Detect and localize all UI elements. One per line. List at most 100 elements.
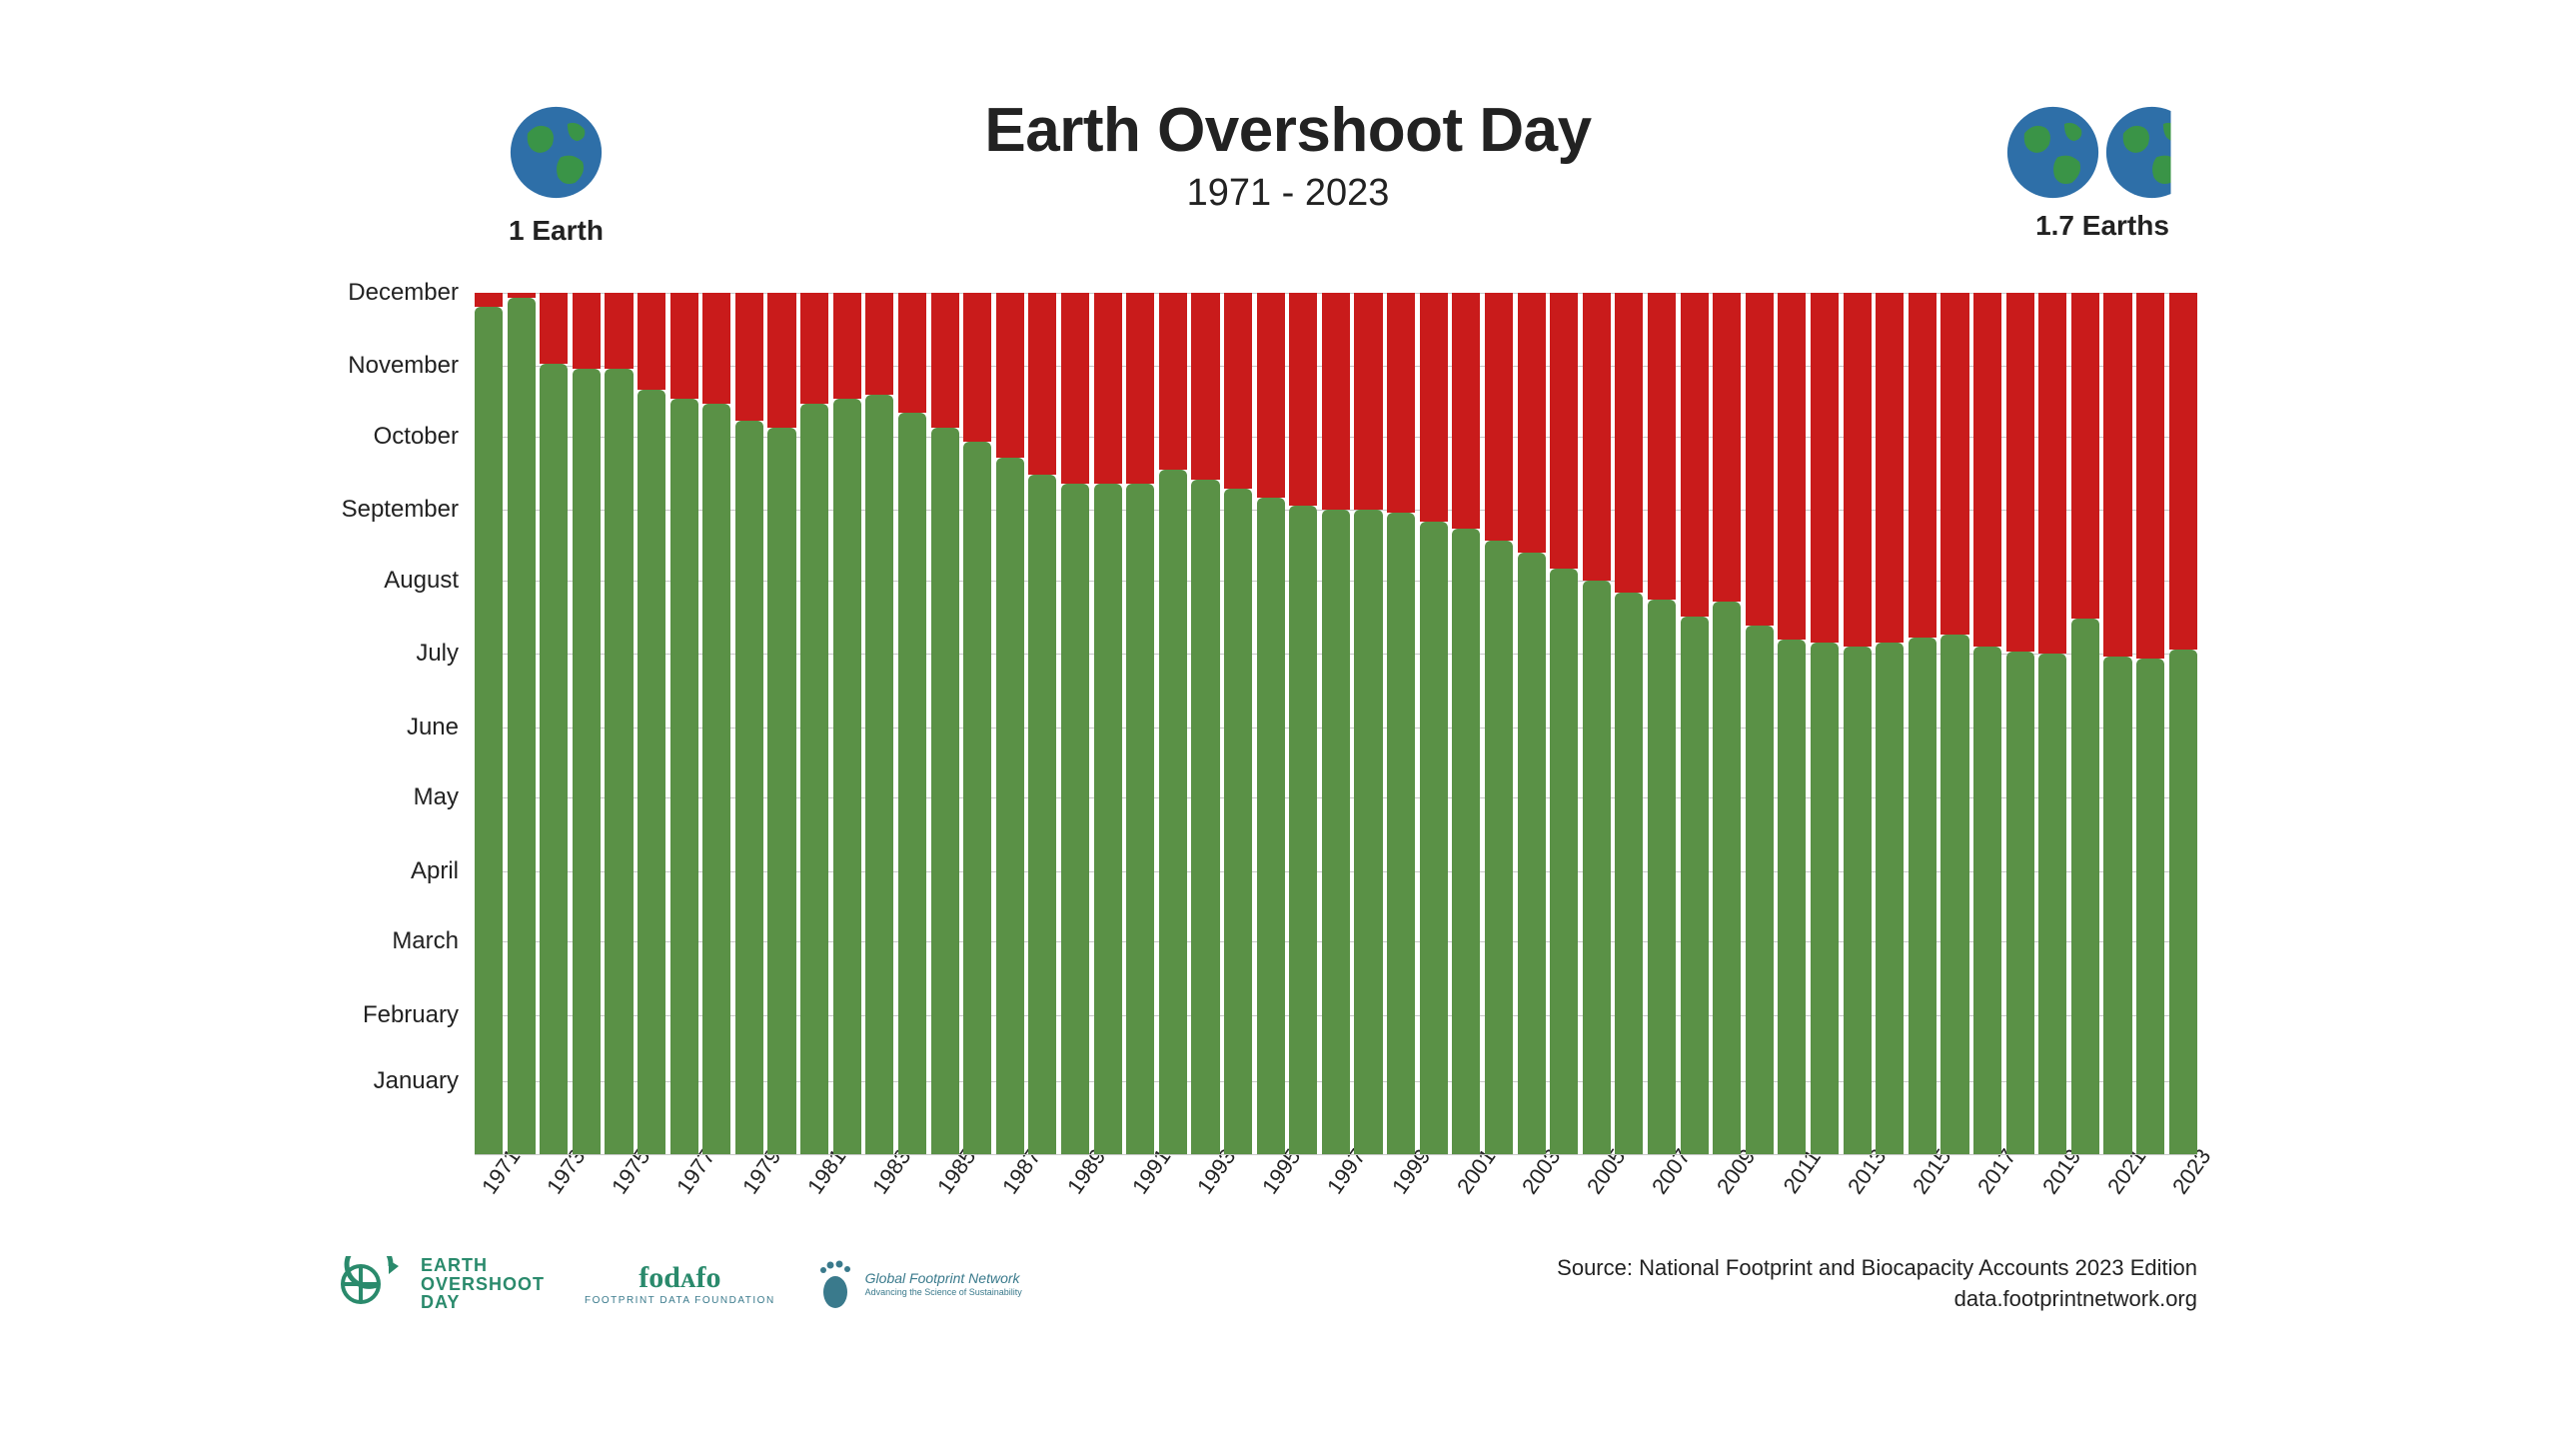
bar <box>1811 293 1839 1154</box>
y-label: September <box>342 496 459 524</box>
x-label: 2019 <box>2035 1156 2068 1236</box>
bar-within-budget-segment <box>1648 600 1676 1154</box>
x-label: 1971 <box>475 1156 508 1236</box>
bar <box>800 293 828 1154</box>
x-label: 2009 <box>1710 1156 1743 1236</box>
bar-within-budget-segment <box>1485 541 1513 1154</box>
x-label: 2005 <box>1580 1156 1613 1236</box>
bar-overshoot-segment <box>2169 293 2197 650</box>
earth-partial-icon <box>2104 105 2199 200</box>
x-label <box>1548 1156 1581 1236</box>
bar <box>638 293 665 1154</box>
bars-container <box>475 293 2197 1154</box>
bar-overshoot-segment <box>735 293 763 421</box>
bar <box>1583 293 1611 1154</box>
bar-overshoot-segment <box>1615 293 1643 593</box>
bar-within-budget-segment <box>996 458 1024 1154</box>
x-label: 2021 <box>2100 1156 2133 1236</box>
x-label <box>897 1156 930 1236</box>
bar-overshoot-segment <box>898 293 926 413</box>
x-label <box>1482 1156 1515 1236</box>
chart-subtitle: 1971 - 2023 <box>309 172 2267 215</box>
bar-within-budget-segment <box>1289 506 1317 1154</box>
bar-overshoot-segment <box>1257 293 1285 498</box>
y-label: February <box>363 1001 459 1029</box>
x-label <box>1222 1156 1255 1236</box>
bar <box>540 293 568 1154</box>
x-label: 2001 <box>1450 1156 1483 1236</box>
bar-within-budget-segment <box>638 390 665 1154</box>
y-label: May <box>414 783 459 811</box>
bar-within-budget-segment <box>1746 626 1774 1154</box>
bar-overshoot-segment <box>865 293 893 395</box>
bar <box>1452 293 1480 1154</box>
bar-overshoot-segment <box>996 293 1024 458</box>
bar-within-budget-segment <box>963 442 991 1154</box>
x-label <box>638 1156 670 1236</box>
bar-within-budget-segment <box>2038 654 2066 1154</box>
bar-within-budget-segment <box>2103 657 2131 1154</box>
x-label <box>2067 1156 2100 1236</box>
chart-title: Earth Overshoot Day <box>309 95 2267 166</box>
bar-overshoot-segment <box>1844 293 1872 647</box>
y-label: July <box>416 640 459 668</box>
x-label: 2007 <box>1645 1156 1678 1236</box>
bar-within-budget-segment <box>1061 484 1089 1154</box>
earth-right-label: 1.7 Earths <box>2035 210 2169 242</box>
bar-within-budget-segment <box>1583 581 1611 1154</box>
bar <box>1257 293 1285 1154</box>
bar-within-budget-segment <box>1518 553 1546 1154</box>
bar <box>735 293 763 1154</box>
bar <box>1518 293 1546 1154</box>
x-label <box>1092 1156 1125 1236</box>
x-label <box>962 1156 995 1236</box>
bar-overshoot-segment <box>2071 293 2099 619</box>
x-label: 2003 <box>1515 1156 1548 1236</box>
bar-overshoot-segment <box>1094 293 1122 484</box>
bar-overshoot-segment <box>1485 293 1513 541</box>
bar <box>1550 293 1578 1154</box>
x-label <box>1743 1156 1776 1236</box>
earth-right-group: 1.7 Earths <box>2005 105 2199 242</box>
x-label: 1973 <box>540 1156 573 1236</box>
bar-within-budget-segment <box>865 395 893 1154</box>
x-label <box>832 1156 865 1236</box>
bar-within-budget-segment <box>1973 647 2001 1154</box>
bar <box>1028 293 1056 1154</box>
logo-global-footprint-network: Global Footprint Network Advancing the S… <box>815 1258 1022 1310</box>
y-axis: JanuaryFebruaryMarchAprilMayJuneJulyAugu… <box>309 293 469 1154</box>
bar <box>2006 293 2034 1154</box>
bar-within-budget-segment <box>1257 498 1285 1154</box>
x-label: 1987 <box>995 1156 1028 1236</box>
footer: EARTH OVERSHOOT DAY fodᴀfo FOOTPRINT DAT… <box>339 1234 2197 1334</box>
bar-within-budget-segment <box>1322 510 1350 1154</box>
gfn-name: Global Footprint Network <box>865 1271 1022 1286</box>
bar <box>1485 293 1513 1154</box>
bar <box>2103 293 2131 1154</box>
bar-within-budget-segment <box>605 369 633 1154</box>
bar-overshoot-segment <box>1126 293 1154 484</box>
chart-card: 1 Earth Earth Overshoot Day 1971 - 2023 <box>309 95 2267 1354</box>
bar-within-budget-segment <box>1452 529 1480 1154</box>
bar-overshoot-segment <box>1387 293 1415 513</box>
bar <box>1224 293 1252 1154</box>
bar <box>1191 293 1219 1154</box>
bar-overshoot-segment <box>1518 293 1546 553</box>
x-label <box>1873 1156 1906 1236</box>
header: Earth Overshoot Day 1971 - 2023 <box>309 95 2267 305</box>
eod-logo-icon <box>339 1256 409 1312</box>
canvas: 1 Earth Earth Overshoot Day 1971 - 2023 <box>0 0 2576 1449</box>
bar-overshoot-segment <box>540 293 568 364</box>
bar-overshoot-segment <box>963 293 991 442</box>
bar-overshoot-segment <box>1028 293 1056 475</box>
x-label <box>702 1156 735 1236</box>
bar-within-budget-segment <box>2136 659 2164 1154</box>
bar-within-budget-segment <box>1028 475 1056 1154</box>
x-label: 1991 <box>1125 1156 1158 1236</box>
bar-overshoot-segment <box>1940 293 1968 635</box>
bar <box>1909 293 1936 1154</box>
bar-within-budget-segment <box>898 413 926 1154</box>
x-label <box>1613 1156 1646 1236</box>
bar <box>1681 293 1709 1154</box>
source-line2: data.footprintnetwork.org <box>1557 1284 2197 1315</box>
